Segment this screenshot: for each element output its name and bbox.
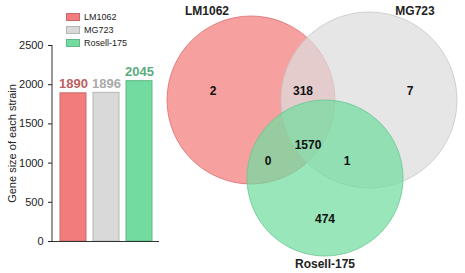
html-text:MG723: MG723 [84,24,114,35]
svg-text:1570: 1570 [295,138,322,152]
svg-text:MG723: MG723 [395,4,435,18]
svg-text:500: 500 [25,196,43,208]
svg-text:LM1062: LM1062 [185,4,229,18]
svg-text:Rosell-175: Rosell-175 [295,257,355,271]
svg-text:1: 1 [344,154,351,168]
html-text:Rosell-175: Rosell-175 [84,37,127,48]
svg-text:1000: 1000 [19,157,43,169]
svg-text:474: 474 [315,212,335,226]
svg-text:0: 0 [265,154,272,168]
svg-text:2: 2 [210,84,217,98]
svg-text:Gene size of each strain: Gene size of each strain [6,84,18,203]
svg-text:2045: 2045 [125,64,154,79]
svg-text:2000: 2000 [19,78,43,90]
svg-text:0: 0 [37,235,43,247]
svg-text:2500: 2500 [19,39,43,51]
svg-text:1890: 1890 [59,76,88,91]
svg-text:1896: 1896 [92,76,121,91]
svg-text:7: 7 [407,84,414,98]
svg-text:318: 318 [293,84,313,98]
html-text:LM1062: LM1062 [84,11,117,22]
svg-text:1500: 1500 [19,117,43,129]
